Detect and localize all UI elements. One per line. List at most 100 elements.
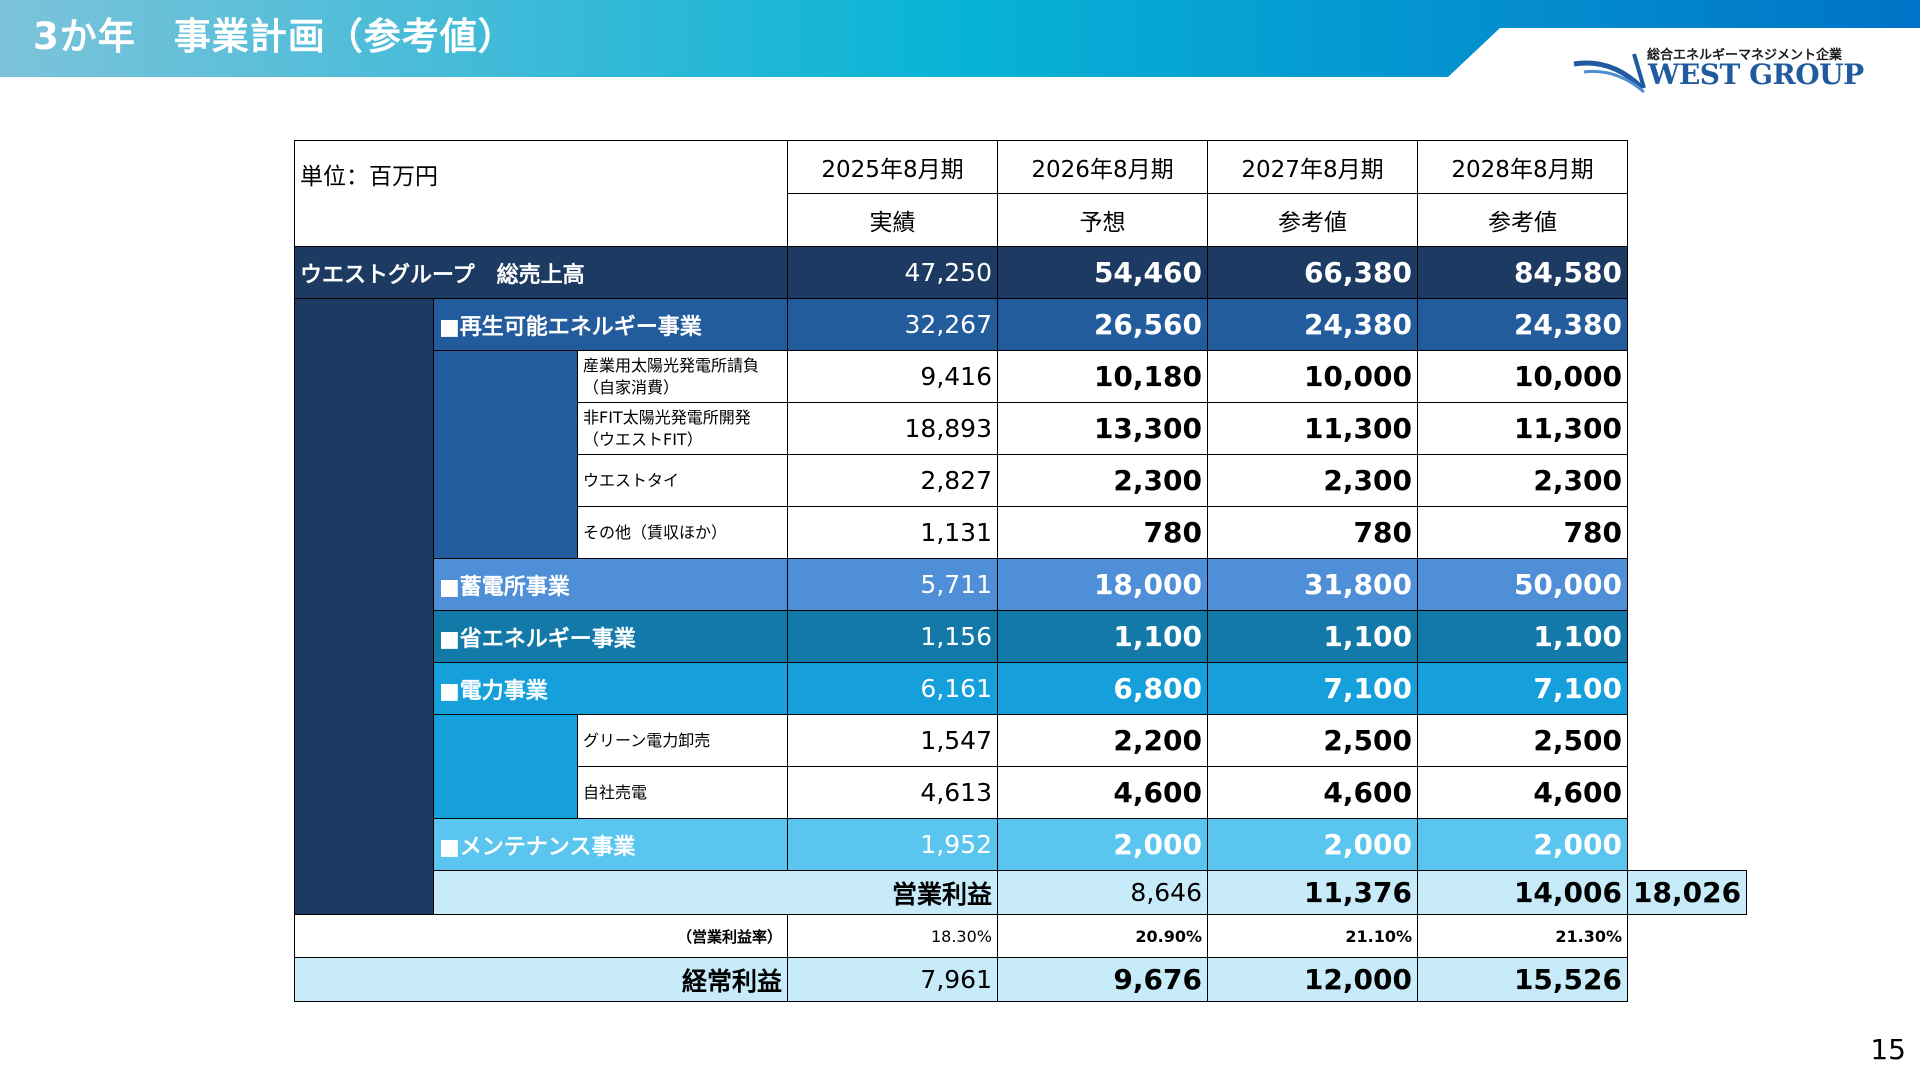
renewable-indent-block [433, 350, 578, 559]
cell-value: 1,156 [787, 610, 998, 663]
cell-value: 54,460 [997, 246, 1208, 299]
table-row-renewable-item: ウエストタイ 2,827 2,300 2,300 2,300 [295, 454, 1747, 507]
item-label: その他（賃収ほか） [577, 506, 788, 559]
cell-value: 32,267 [787, 298, 998, 351]
cell-value: 2,200 [997, 714, 1208, 767]
unit-label: 単位：百万円 [294, 140, 788, 247]
year-header: 2027年8月期 [1207, 140, 1418, 194]
cell-value: 7,100 [1417, 662, 1628, 715]
cell-value: 24,380 [1207, 298, 1418, 351]
cell-value: 9,676 [997, 957, 1208, 1002]
cell-value: 8,646 [997, 870, 1208, 915]
status-header: 参考値 [1417, 193, 1628, 247]
ordinary-profit-label: 経常利益 [294, 957, 788, 1002]
table-row-ordinary-profit: 経常利益 7,961 9,676 12,000 15,526 [294, 957, 1747, 1002]
cell-value: 2,300 [1417, 454, 1628, 507]
cell-value: 4,613 [787, 766, 998, 819]
cell-value: 2,500 [1207, 714, 1418, 767]
table-row-power-item: 自社売電 4,613 4,600 4,600 4,600 [295, 766, 1747, 819]
item-label: 産業用太陽光発電所請負 （自家消費） [577, 350, 788, 403]
saving-label: ■省エネルギー事業 [433, 610, 788, 663]
status-header: 参考値 [1207, 193, 1418, 247]
table-row-power: ■電力事業 6,161 6,800 7,100 7,100 [295, 662, 1747, 715]
logo-swoosh-icon [1573, 53, 1646, 94]
cell-value: 12,000 [1207, 957, 1418, 1002]
cell-value: 47,250 [787, 246, 998, 299]
operating-profit-label: 営業利益 [433, 870, 998, 915]
renewable-label: ■再生可能エネルギー事業 [433, 298, 788, 351]
item-label: 自社売電 [577, 766, 788, 819]
status-header: 予想 [997, 193, 1208, 247]
table-row-operating-profit: 営業利益 8,646 11,376 14,006 18,026 [295, 870, 1748, 915]
table-row-maintenance: ■メンテナンス事業 1,952 2,000 2,000 2,000 [295, 818, 1747, 871]
cell-value: 10,000 [1207, 350, 1418, 403]
cell-value: 2,000 [1417, 818, 1628, 871]
cell-value: 66,380 [1207, 246, 1418, 299]
cell-value: 10,000 [1417, 350, 1628, 403]
cell-value: 50,000 [1417, 558, 1628, 611]
cell-value: 4,600 [1207, 766, 1418, 819]
power-label: ■電力事業 [433, 662, 788, 715]
storage-label: ■蓄電所事業 [433, 558, 788, 611]
cell-value: 11,300 [1207, 402, 1418, 455]
status-header: 実績 [787, 193, 998, 247]
group-indent-block [294, 298, 434, 915]
operating-margin-label: （営業利益率） [294, 914, 788, 958]
table-row-operating-margin: （営業利益率） 18.30% 20.90% 21.10% 21.30% [294, 914, 1747, 958]
cell-value: 84,580 [1417, 246, 1628, 299]
page-number: 15 [1870, 1033, 1906, 1066]
item-label-line1: 産業用太陽光発電所請負 [583, 355, 760, 375]
power-indent-block [433, 714, 578, 819]
cell-value: 7,100 [1207, 662, 1418, 715]
item-label-line2: （自家消費） [583, 377, 680, 397]
logo-tagline: 総合エネルギーマネジメント企業 [1647, 48, 1843, 63]
cell-value: 18.30% [787, 914, 998, 958]
cell-value: 2,000 [1207, 818, 1418, 871]
cell-value: 4,600 [997, 766, 1208, 819]
header-row-status: 実績 予想 参考値 参考値 [295, 193, 1747, 247]
maintenance-label: ■メンテナンス事業 [433, 818, 788, 871]
header-bar: 3か年 事業計画（参考値） [0, 0, 1920, 77]
cell-value: 11,376 [1207, 870, 1418, 915]
cell-value: 1,100 [1207, 610, 1418, 663]
business-plan-table: 単位：百万円 2025年8月期 2026年8月期 2027年8月期 2028年8… [294, 140, 1748, 1002]
cell-value: 18,026 [1626, 870, 1748, 915]
cell-value: 6,161 [787, 662, 998, 715]
total-sales-label: ウエストグループ 総売上高 [294, 246, 788, 299]
cell-value: 13,300 [997, 402, 1208, 455]
cell-value: 6,800 [997, 662, 1208, 715]
cell-value: 2,300 [997, 454, 1208, 507]
table-row-renewable: ■再生可能エネルギー事業 32,267 26,560 24,380 24,380 [294, 298, 1747, 915]
table-row-power-item: グリーン電力卸売 1,547 2,200 2,500 2,500 [295, 714, 1747, 819]
header-row-years: 単位：百万円 2025年8月期 2026年8月期 2027年8月期 2028年8… [294, 140, 1747, 247]
cell-value: 780 [1207, 506, 1418, 559]
cell-value: 5,711 [787, 558, 998, 611]
item-label-line1: 非FIT太陽光発電所開発 [583, 407, 751, 427]
item-label: ウエストタイ [577, 454, 788, 507]
cell-value: 2,500 [1417, 714, 1628, 767]
cell-value: 7,961 [787, 957, 998, 1002]
cell-value: 1,100 [997, 610, 1208, 663]
cell-value: 14,006 [1417, 870, 1628, 915]
cell-value: 31,800 [1207, 558, 1418, 611]
cell-value: 1,547 [787, 714, 998, 767]
year-header: 2028年8月期 [1417, 140, 1628, 194]
cell-value: 21.30% [1417, 914, 1628, 958]
company-logo: 総合エネルギーマネジメント企業 WEST GROUP [1572, 40, 1872, 96]
cell-value: 2,827 [787, 454, 998, 507]
cell-value: 20.90% [997, 914, 1208, 958]
table-row-renewable-item: その他（賃収ほか） 1,131 780 780 780 [295, 506, 1747, 559]
item-label: 非FIT太陽光発電所開発 （ウエストFIT） [577, 402, 788, 455]
header-gradient [0, 0, 1920, 77]
cell-value: 1,952 [787, 818, 998, 871]
cell-value: 1,100 [1417, 610, 1628, 663]
cell-value: 15,526 [1417, 957, 1628, 1002]
cell-value: 2,300 [1207, 454, 1418, 507]
cell-value: 2,000 [997, 818, 1208, 871]
cell-value: 780 [997, 506, 1208, 559]
cell-value: 4,600 [1417, 766, 1628, 819]
item-label-line2: （ウエストFIT） [583, 429, 703, 449]
item-label: グリーン電力卸売 [577, 714, 788, 767]
logo-name: WEST GROUP [1648, 58, 1864, 91]
cell-value: 21.10% [1207, 914, 1418, 958]
